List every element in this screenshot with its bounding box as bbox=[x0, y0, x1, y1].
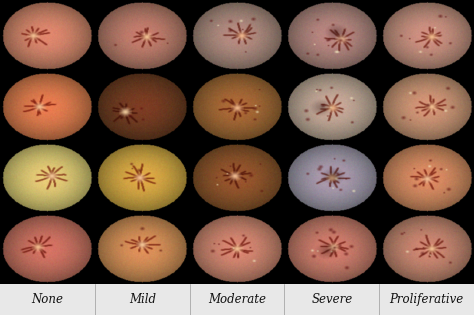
Text: Moderate: Moderate bbox=[208, 293, 266, 306]
Text: Severe: Severe bbox=[311, 293, 353, 306]
Text: None: None bbox=[31, 293, 64, 306]
Text: Proliferative: Proliferative bbox=[390, 293, 464, 306]
Text: Mild: Mild bbox=[129, 293, 155, 306]
